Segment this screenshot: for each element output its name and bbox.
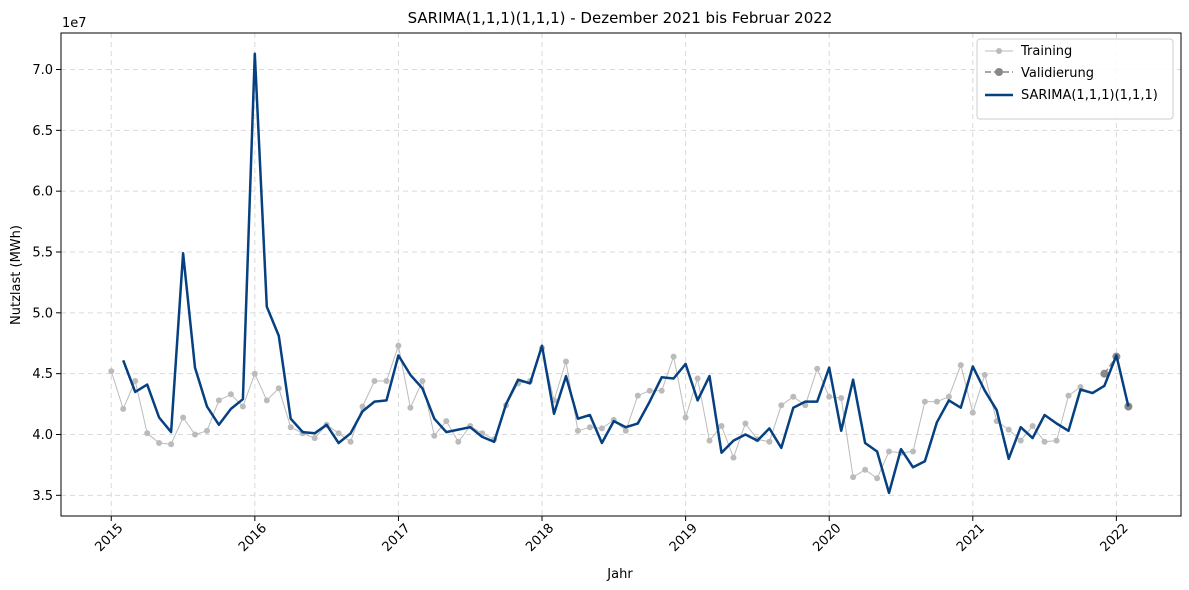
series-2 xyxy=(122,52,1130,495)
series-0-point-44 xyxy=(634,392,641,399)
series-0-point-23 xyxy=(383,378,390,384)
series-0-point-53 xyxy=(742,420,749,427)
series-0-point-13 xyxy=(263,397,270,404)
series-0-point-9 xyxy=(215,397,222,404)
plot-frame xyxy=(60,32,1182,517)
legend-training-marker xyxy=(996,48,1002,54)
series-0-point-12 xyxy=(251,370,258,377)
series-0-point-3 xyxy=(144,430,151,437)
series-0-point-59 xyxy=(814,365,821,372)
series-0-point-41 xyxy=(598,425,605,432)
series-0-point-69 xyxy=(933,398,940,405)
series-0-point-20 xyxy=(347,438,354,445)
x-axis-label: Jahr xyxy=(606,567,633,582)
y-scale-label: 1e7 xyxy=(62,16,87,31)
series-0-point-8 xyxy=(204,427,210,434)
series-0-point-77 xyxy=(1029,423,1036,429)
series-0-point-75 xyxy=(1005,426,1012,433)
series-0-point-56 xyxy=(778,402,785,409)
series-0-point-7 xyxy=(192,431,198,438)
y-tick-label: 4.5 xyxy=(32,367,53,382)
series-0-point-24 xyxy=(395,342,402,349)
series-0-point-48 xyxy=(682,414,689,421)
legend-validation-label: Validierung xyxy=(1021,66,1094,81)
series-0-point-2 xyxy=(132,378,139,384)
series-0-point-64 xyxy=(874,475,881,482)
series-0-point-19 xyxy=(335,430,342,437)
series-0-point-10 xyxy=(227,391,234,398)
series-0-point-6 xyxy=(180,414,187,421)
series-0-point-25 xyxy=(407,404,414,411)
series-0-point-15 xyxy=(287,424,294,431)
series-0-point-51 xyxy=(718,423,725,429)
legend-training-label: Training xyxy=(1020,44,1072,59)
y-tick-label: 7.0 xyxy=(32,63,53,78)
series-0-point-45 xyxy=(646,387,653,394)
series-layer xyxy=(108,52,1133,495)
chart-title: SARIMA(1,1,1)(1,1,1) - Dezember 2021 bis… xyxy=(408,9,833,27)
y-tick-label: 5.0 xyxy=(32,306,53,321)
series-line-2 xyxy=(122,52,1130,495)
y-tick-label: 3.5 xyxy=(32,489,53,504)
series-0-point-60 xyxy=(826,393,833,400)
series-0-point-27 xyxy=(431,432,438,439)
series-0-point-63 xyxy=(862,466,869,473)
legend: Training Validierung SARIMA(1,1,1)(1,1,1… xyxy=(976,38,1174,120)
series-0-point-14 xyxy=(275,385,282,392)
series-0-point-40 xyxy=(586,424,593,431)
series-0-point-68 xyxy=(921,398,928,405)
grid xyxy=(61,33,1181,516)
series-0-point-5 xyxy=(168,441,175,448)
series-0-point-47 xyxy=(670,353,677,360)
series-0-point-29 xyxy=(455,438,462,445)
series-0-point-39 xyxy=(574,427,581,434)
series-0-point-0 xyxy=(108,368,115,375)
y-axis: 3.5 4.0 4.5 5.0 5.5 6.0 6.5 7.0 xyxy=(32,63,61,504)
series-0-point-76 xyxy=(1017,437,1024,444)
series-0-point-11 xyxy=(239,403,246,410)
legend-validation-marker xyxy=(995,68,1003,76)
y-tick-label: 4.0 xyxy=(32,428,53,443)
legend-box xyxy=(976,38,1174,120)
series-0-point-61 xyxy=(838,395,845,401)
series-0-point-26 xyxy=(419,378,426,384)
series-0-point-49 xyxy=(694,375,701,382)
series-0-point-65 xyxy=(886,448,892,455)
series-0-point-43 xyxy=(622,427,629,434)
series-0-point-58 xyxy=(802,402,809,409)
series-0-point-1 xyxy=(120,405,127,412)
series-0-point-70 xyxy=(945,393,952,400)
legend-model-label: SARIMA(1,1,1)(1,1,1) xyxy=(1021,88,1158,103)
series-0-point-17 xyxy=(311,435,318,442)
series-0-point-80 xyxy=(1065,392,1072,399)
series-0-point-62 xyxy=(850,474,857,481)
y-tick-label: 6.5 xyxy=(32,124,53,139)
series-0-point-55 xyxy=(766,438,773,445)
y-tick-label: 5.5 xyxy=(32,245,53,260)
series-0-point-67 xyxy=(910,448,916,455)
series-0-point-28 xyxy=(443,418,450,425)
series-0-point-46 xyxy=(658,387,665,394)
series-0-point-72 xyxy=(969,409,976,416)
series-1-point-0 xyxy=(1100,369,1109,378)
series-0-point-38 xyxy=(563,358,569,365)
series-0-point-52 xyxy=(730,454,737,461)
series-0-point-71 xyxy=(957,362,964,369)
series-0-point-50 xyxy=(706,437,713,444)
series-0-point-57 xyxy=(790,393,797,400)
series-0-point-4 xyxy=(156,440,163,446)
series-0-point-22 xyxy=(371,378,378,384)
series-0-point-81 xyxy=(1077,384,1084,390)
y-axis-label: Nutzlast (MWh) xyxy=(9,225,24,325)
series-0-point-21 xyxy=(359,403,366,410)
series-0-point-78 xyxy=(1041,438,1048,445)
series-0-point-73 xyxy=(981,371,988,378)
series-0-point-79 xyxy=(1053,437,1060,444)
y-tick-label: 6.0 xyxy=(32,185,53,200)
